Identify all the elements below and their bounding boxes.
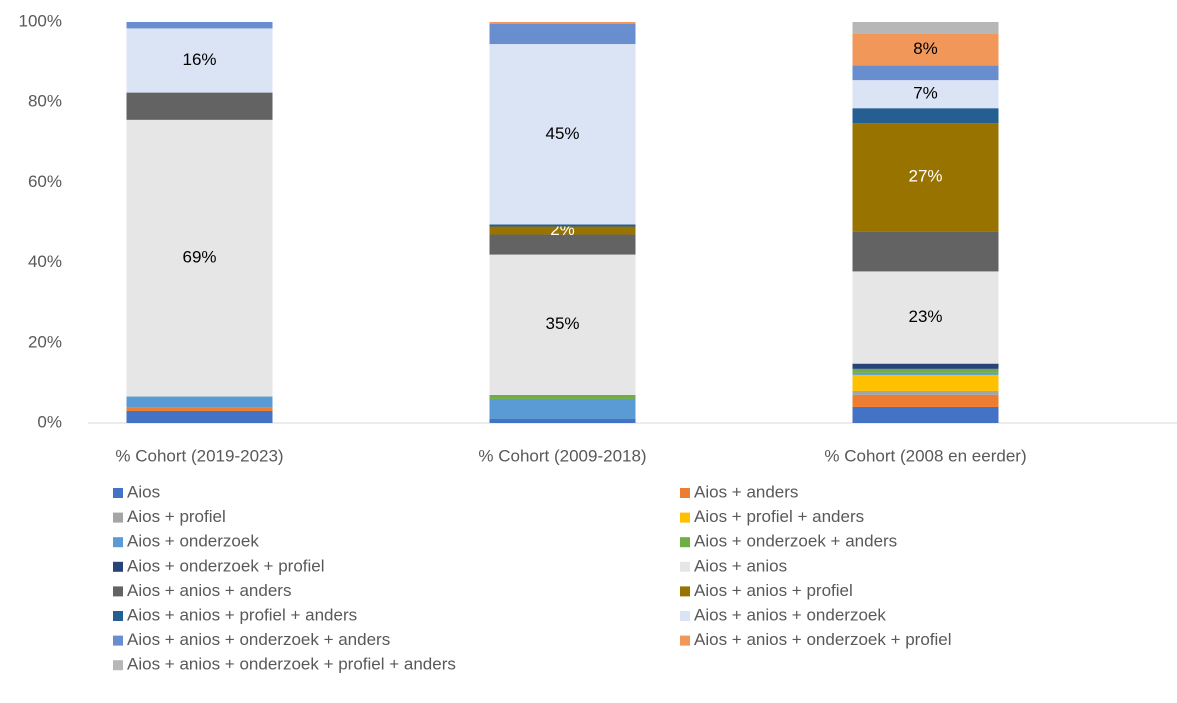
legend-swatch bbox=[113, 488, 123, 498]
legend-swatch bbox=[680, 635, 690, 646]
legend-label: Aios + onderzoek + anders bbox=[694, 532, 897, 551]
legend-label: Aios bbox=[127, 482, 160, 501]
y-tick-label: 20% bbox=[28, 332, 62, 351]
legend-label: Aios + profiel + anders bbox=[694, 507, 864, 526]
legend-swatch bbox=[113, 512, 123, 523]
data-label: 27% bbox=[908, 167, 942, 186]
bar-segment bbox=[852, 22, 999, 34]
bar-segment bbox=[489, 24, 636, 45]
bar-segment bbox=[126, 396, 273, 408]
bar-segment bbox=[489, 394, 636, 399]
legend-label: Aios + anios + profiel + anders bbox=[127, 605, 357, 624]
bar-segment bbox=[852, 33, 999, 66]
bar-segment bbox=[852, 108, 999, 124]
legend-swatch bbox=[113, 660, 123, 671]
bar-segment bbox=[852, 271, 999, 364]
legend-label: Aios + onderzoek + profiel bbox=[127, 556, 325, 575]
y-tick-label: 0% bbox=[37, 412, 62, 431]
legend-swatch bbox=[113, 561, 123, 572]
legend-swatch bbox=[680, 586, 690, 597]
legend-label: Aios + anios + onderzoek + profiel + and… bbox=[127, 655, 456, 674]
bar-segment bbox=[489, 224, 636, 227]
x-tick-label: % Cohort (2019-2023) bbox=[115, 446, 283, 465]
bar-segment bbox=[852, 363, 999, 369]
x-tick-label: % Cohort (2009-2018) bbox=[478, 446, 646, 465]
bar-segment bbox=[126, 92, 273, 120]
legend-swatch bbox=[113, 635, 123, 646]
legend-label: Aios + profiel bbox=[127, 507, 226, 526]
y-tick-label: 40% bbox=[28, 252, 62, 271]
legend-label: Aios + anios + anders bbox=[127, 581, 291, 600]
legend-label: Aios + onderzoek bbox=[127, 532, 259, 551]
bar-segment bbox=[489, 398, 636, 419]
legend-label: Aios + anios bbox=[694, 556, 787, 575]
y-tick-label: 80% bbox=[28, 92, 62, 111]
data-label: 23% bbox=[908, 307, 942, 326]
bar-segment bbox=[852, 80, 999, 109]
legend-swatch bbox=[680, 488, 690, 498]
x-tick-label: % Cohort (2008 en eerder) bbox=[824, 446, 1026, 465]
bar-segment bbox=[489, 234, 636, 255]
bar-segment bbox=[489, 418, 636, 423]
bar-segment bbox=[852, 123, 999, 232]
bar-segment bbox=[852, 372, 999, 375]
legend-swatch bbox=[680, 537, 690, 548]
bar-segment bbox=[852, 368, 999, 373]
bar-segment bbox=[489, 254, 636, 395]
bar-segment bbox=[126, 22, 273, 29]
data-label: 8% bbox=[913, 39, 938, 58]
legend-swatch bbox=[113, 611, 123, 621]
data-label: 35% bbox=[545, 314, 579, 333]
legend-swatch bbox=[680, 512, 690, 523]
legend-swatch bbox=[680, 561, 690, 572]
data-label: 45% bbox=[545, 124, 579, 143]
bar-segment bbox=[126, 407, 273, 411]
legend-label: Aios + anios + onderzoek + anders bbox=[127, 630, 390, 649]
bar-segment bbox=[126, 28, 273, 93]
data-label: 16% bbox=[182, 50, 216, 69]
legend-label: Aios + anios + onderzoek bbox=[694, 605, 886, 624]
legend-swatch bbox=[113, 537, 123, 548]
bar-segment bbox=[852, 65, 999, 81]
legend-label: Aios + anders bbox=[694, 482, 798, 501]
bar-segment bbox=[489, 22, 636, 25]
legend-label: Aios + anios + profiel bbox=[694, 581, 853, 600]
y-tick-label: 60% bbox=[28, 172, 62, 191]
data-label: 7% bbox=[913, 84, 938, 103]
bar-segment bbox=[852, 394, 999, 407]
bar-segment bbox=[489, 226, 636, 235]
bar-segment bbox=[852, 390, 999, 395]
legend-swatch bbox=[680, 611, 690, 621]
data-label: 69% bbox=[182, 248, 216, 267]
bar-segment bbox=[126, 119, 273, 397]
bar-segment bbox=[852, 231, 999, 272]
bar-segment bbox=[126, 410, 273, 423]
legend-swatch bbox=[113, 586, 123, 597]
bar-segment bbox=[489, 44, 636, 225]
legend-label: Aios + anios + onderzoek + profiel bbox=[694, 630, 952, 649]
bar-segment bbox=[852, 406, 999, 423]
y-tick-label: 100% bbox=[19, 11, 62, 30]
bar-segment bbox=[852, 374, 999, 391]
